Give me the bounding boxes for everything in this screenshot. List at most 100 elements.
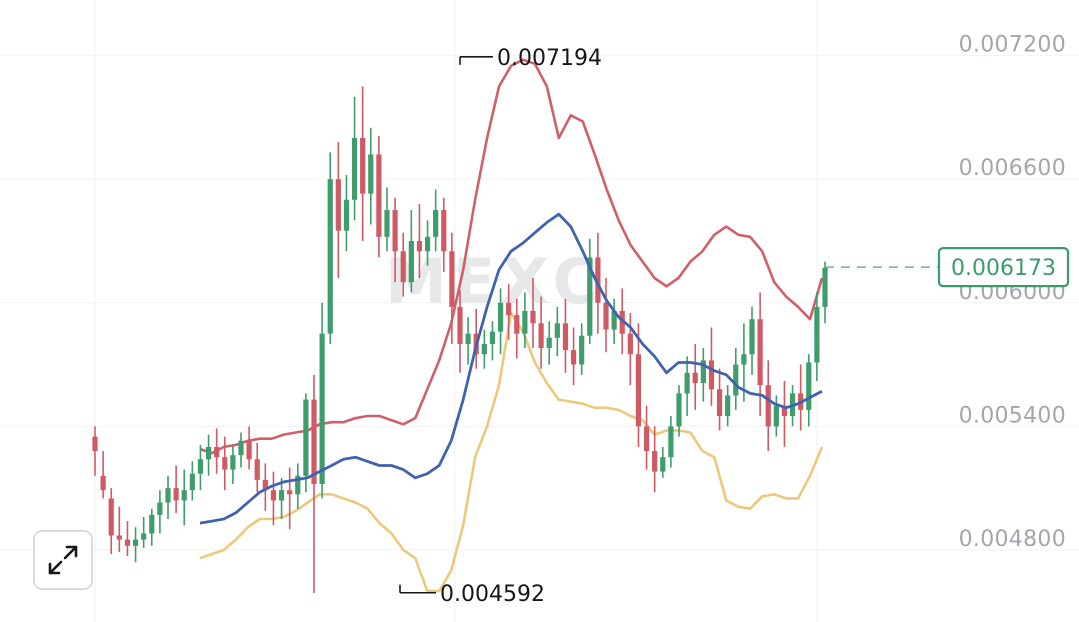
candle: [489, 321, 496, 361]
candle: [116, 506, 122, 552]
candle: [295, 463, 301, 509]
high-price-label: 0.007194: [497, 46, 602, 71]
candle: [311, 374, 317, 594]
candle: [514, 298, 520, 359]
candle-body: [570, 350, 577, 365]
candle: [497, 288, 504, 355]
candle-body: [546, 337, 552, 349]
candle: [668, 416, 674, 468]
candle: [238, 432, 244, 468]
candle-body: [481, 343, 487, 355]
candle-body: [424, 236, 431, 252]
candle-body: [741, 354, 747, 365]
candle-body: [311, 399, 317, 485]
expand-chart-button[interactable]: [33, 530, 93, 590]
candle-body: [465, 333, 471, 344]
candle: [108, 488, 114, 555]
candle: [92, 426, 98, 476]
candle: [441, 197, 447, 272]
low-price-label: 0.004592: [440, 582, 545, 607]
candle: [173, 465, 179, 513]
candle: [692, 343, 698, 410]
candle-body: [806, 362, 812, 410]
candle-body: [611, 311, 617, 330]
candle: [360, 86, 366, 241]
candle: [733, 348, 739, 410]
y-tick-label: 0.004800: [959, 527, 1066, 552]
candle: [408, 210, 414, 293]
candle-body: [141, 533, 147, 540]
candle-body: [749, 319, 755, 355]
candle: [465, 317, 471, 365]
candle-body: [684, 372, 690, 394]
candle: [725, 385, 731, 427]
candle: [368, 127, 374, 225]
candle-body: [441, 210, 447, 252]
candle-body: [506, 302, 512, 316]
candle-body: [530, 311, 536, 324]
candle: [384, 187, 390, 252]
candle-body: [254, 459, 260, 480]
candle-body: [562, 323, 569, 351]
candle-body: [270, 490, 277, 501]
candle-body: [108, 498, 114, 536]
candle: [246, 426, 252, 470]
candle: [506, 284, 512, 340]
candle: [822, 261, 828, 324]
current-price-tag: 0.006173: [825, 247, 1070, 288]
candle-body: [814, 306, 820, 363]
candle-body: [376, 154, 382, 237]
candle-body: [262, 479, 268, 491]
candle-body: [400, 251, 406, 283]
candle-body: [457, 306, 463, 344]
candle-body: [765, 385, 771, 427]
candle-body: [173, 488, 179, 501]
candle: [562, 298, 569, 373]
candle: [652, 426, 658, 493]
candle: [643, 405, 650, 470]
candle: [149, 508, 155, 546]
candle-body: [619, 311, 625, 334]
candle-body: [214, 446, 220, 458]
candle-body: [643, 426, 650, 452]
candle-body: [587, 257, 593, 336]
candle-body: [124, 539, 131, 546]
candle: [189, 461, 195, 501]
candle: [700, 348, 706, 402]
candle-body: [757, 319, 763, 386]
lower-band-line: [199, 311, 824, 593]
y-tick-label: 0.006600: [959, 156, 1066, 181]
candle: [449, 232, 455, 344]
y-tick-label: 0.007200: [959, 33, 1066, 58]
candle-body: [205, 446, 212, 460]
candle-body: [660, 457, 666, 472]
candle-body: [189, 473, 195, 491]
candle-body: [92, 436, 98, 452]
candle: [424, 220, 431, 266]
candle: [522, 292, 528, 349]
candle-body: [295, 475, 301, 495]
candle: [278, 477, 285, 520]
candle: [376, 135, 382, 258]
candle-body: [595, 257, 601, 303]
candle-body: [408, 240, 414, 283]
candle: [611, 298, 617, 344]
candle: [757, 292, 763, 417]
candle-body: [278, 490, 285, 501]
candle: [262, 463, 268, 511]
candle: [335, 142, 341, 279]
candle-body: [579, 335, 585, 365]
candlestick-series: [92, 86, 828, 594]
candle: [773, 395, 779, 437]
candle: [627, 313, 633, 386]
candle: [765, 360, 771, 452]
candle: [319, 302, 325, 499]
candle-body: [165, 488, 171, 503]
candle: [684, 356, 690, 417]
candle-body: [538, 323, 544, 349]
candle-body: [246, 440, 252, 460]
candle-body: [700, 360, 706, 384]
candle: [433, 189, 439, 252]
candle: [579, 323, 585, 375]
